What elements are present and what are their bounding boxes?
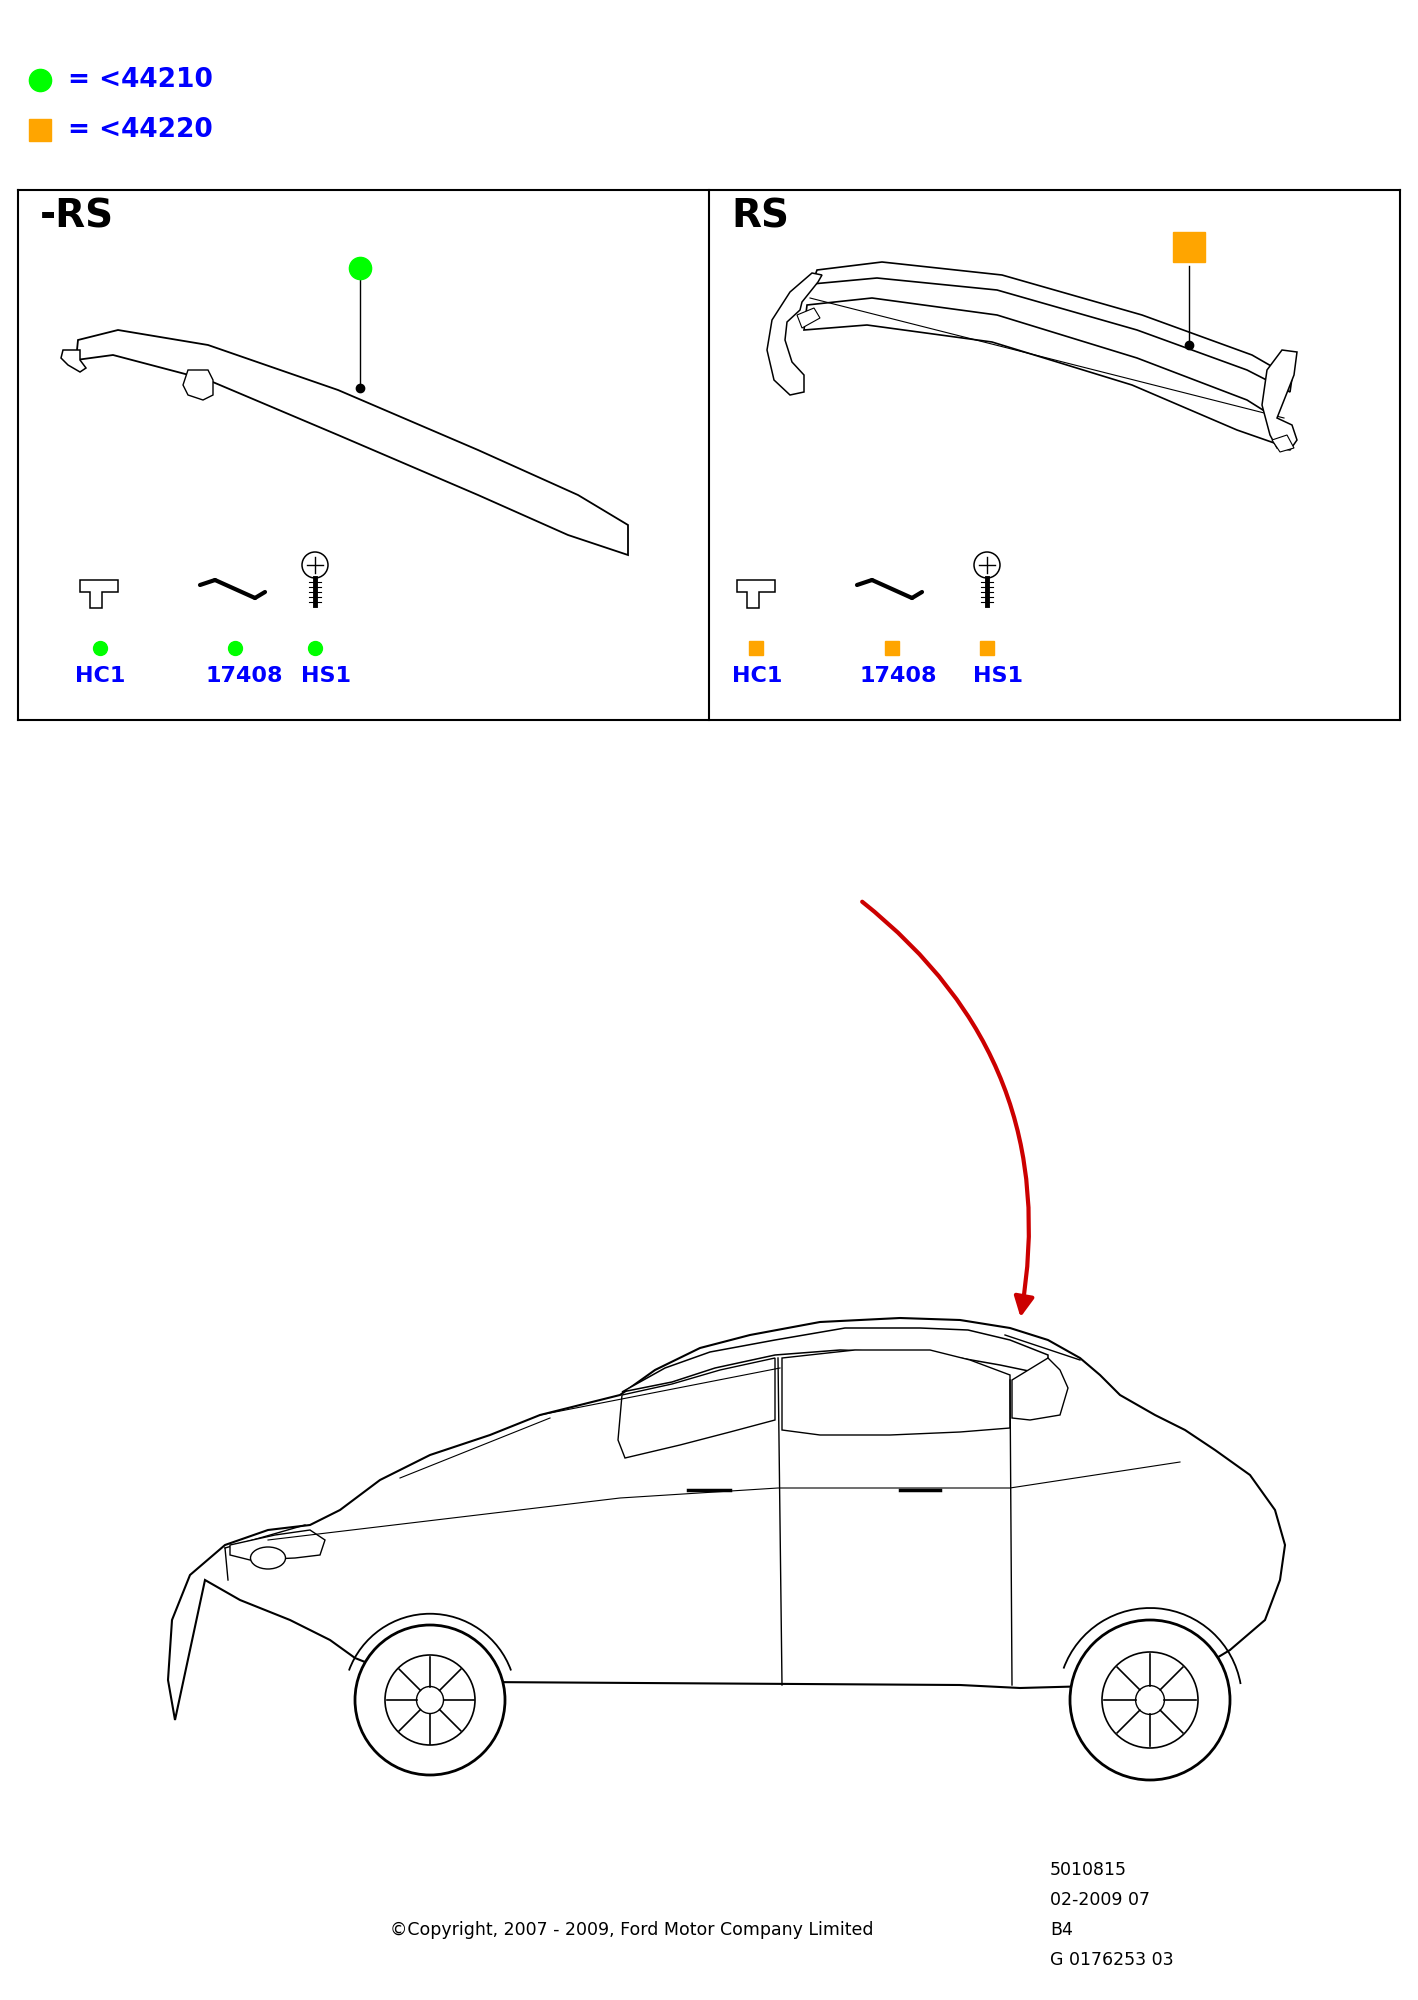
Text: HS1: HS1: [301, 666, 352, 686]
Circle shape: [302, 552, 328, 578]
Polygon shape: [79, 580, 118, 608]
Polygon shape: [737, 580, 776, 608]
Text: HS1: HS1: [973, 666, 1022, 686]
Text: 17408: 17408: [859, 666, 937, 686]
Text: B4: B4: [1049, 1920, 1073, 1940]
Polygon shape: [1272, 436, 1295, 452]
Circle shape: [354, 1624, 505, 1776]
Polygon shape: [623, 1328, 1048, 1392]
Polygon shape: [61, 350, 86, 372]
Polygon shape: [813, 262, 1292, 392]
Text: HC1: HC1: [75, 666, 125, 686]
Bar: [1173, 232, 1205, 262]
Bar: [749, 640, 763, 656]
Text: = <44220: = <44220: [68, 116, 213, 144]
Text: -RS: -RS: [40, 198, 113, 236]
Ellipse shape: [251, 1548, 285, 1568]
Polygon shape: [797, 308, 820, 328]
Polygon shape: [1262, 350, 1297, 450]
Text: 02-2009 07: 02-2009 07: [1049, 1892, 1150, 1908]
Polygon shape: [804, 298, 1282, 446]
Polygon shape: [767, 272, 822, 396]
Text: = <44210: = <44210: [68, 66, 213, 92]
Polygon shape: [1012, 1358, 1068, 1420]
Text: 17408: 17408: [206, 666, 282, 686]
Bar: [28, 120, 51, 140]
Polygon shape: [77, 330, 628, 554]
Text: ©Copyright, 2007 - 2009, Ford Motor Company Limited: ©Copyright, 2007 - 2009, Ford Motor Comp…: [390, 1920, 873, 1940]
Polygon shape: [167, 1318, 1285, 1720]
Polygon shape: [781, 1350, 1010, 1436]
Bar: [885, 640, 899, 656]
Polygon shape: [183, 370, 213, 400]
Polygon shape: [618, 1358, 776, 1458]
Circle shape: [1102, 1652, 1198, 1748]
Text: HC1: HC1: [732, 666, 783, 686]
Circle shape: [417, 1686, 444, 1714]
Circle shape: [974, 552, 1000, 578]
Text: G 0176253 03: G 0176253 03: [1049, 1952, 1174, 1968]
Bar: [980, 640, 994, 656]
Text: 5010815: 5010815: [1049, 1860, 1127, 1880]
Text: RS: RS: [732, 198, 788, 236]
Circle shape: [386, 1656, 475, 1744]
Circle shape: [1071, 1620, 1229, 1780]
Circle shape: [1136, 1686, 1164, 1714]
Polygon shape: [230, 1530, 325, 1560]
